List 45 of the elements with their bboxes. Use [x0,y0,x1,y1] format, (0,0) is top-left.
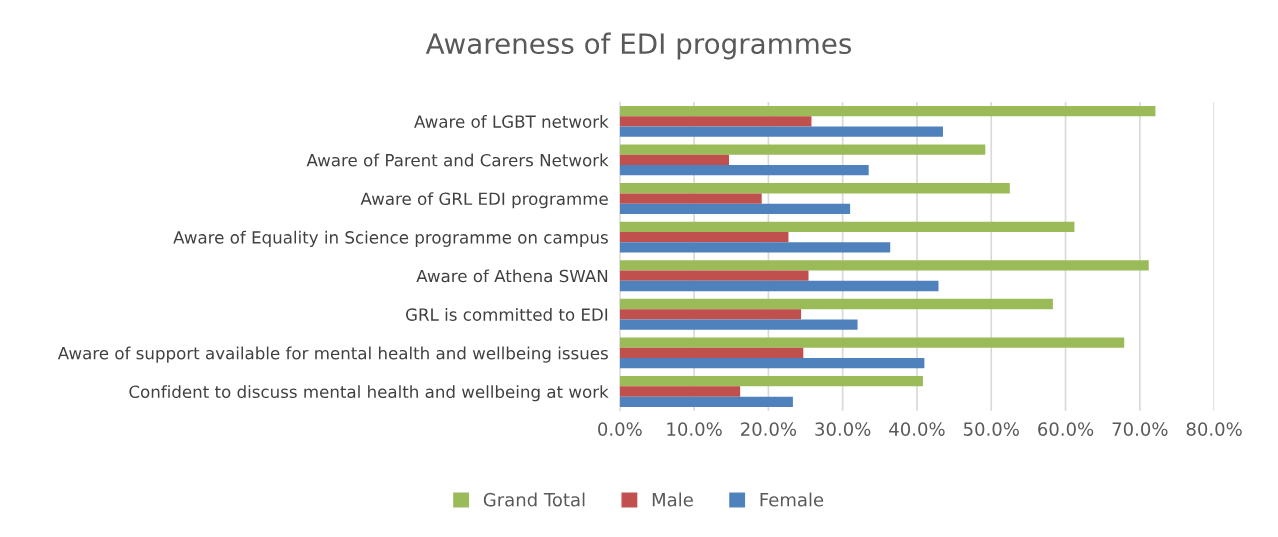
bar [619,105,1156,117]
x-tick-label: 30.0% [815,422,871,436]
y-tick-label: Aware of Parent and Carers Network [306,153,609,167]
bar [619,319,858,330]
chart-title: Awareness of EDI programmes [425,32,852,60]
bar [619,154,730,166]
bar [619,358,925,369]
x-tick-label: 40.0% [889,422,945,436]
bar [619,165,869,176]
y-tick-label: Aware of Athena SWAN [416,269,608,283]
y-tick-label: Aware of GRL EDI programme [360,192,608,209]
x-tick-label: 20.0% [741,422,797,436]
bar [619,270,809,281]
bar [619,386,741,397]
bar [619,231,789,243]
x-tick-label: 70.0% [1112,422,1168,436]
legend-label: Female [760,492,824,507]
bar [619,347,804,359]
bar [619,260,1149,271]
bar [619,376,923,387]
bar [619,280,939,292]
x-tick-label: 10.0% [667,422,722,436]
bar [619,337,1125,348]
bar [619,298,1053,310]
bar [619,144,986,155]
bar [619,221,1075,232]
y-tick-label: Confident to discuss mental health and wellbeing at work [129,385,609,402]
x-tick-label: 50.0% [963,422,1019,436]
legend-label: Grand Total [483,492,585,507]
bar [619,126,943,137]
bar [619,309,802,320]
y-tick-label: GRL is committed to EDI [405,307,608,321]
y-tick-label: Aware of Equality in Science programme on campus [173,230,608,247]
bar [619,203,851,214]
x-tick-label: 80.0% [1186,422,1242,436]
x-tick-label: 0.0% [598,422,642,436]
legend-label: Male [652,492,693,507]
bar [619,116,812,127]
y-tick-label: Aware of LGBT network [414,115,609,128]
y-tick-label: Aware of support available for mental health and wellbeing issues [57,346,608,363]
bar [619,193,762,204]
bar [619,396,793,407]
x-tick-label: 60.0% [1038,422,1094,436]
bar [619,242,891,253]
bar [619,183,1010,194]
